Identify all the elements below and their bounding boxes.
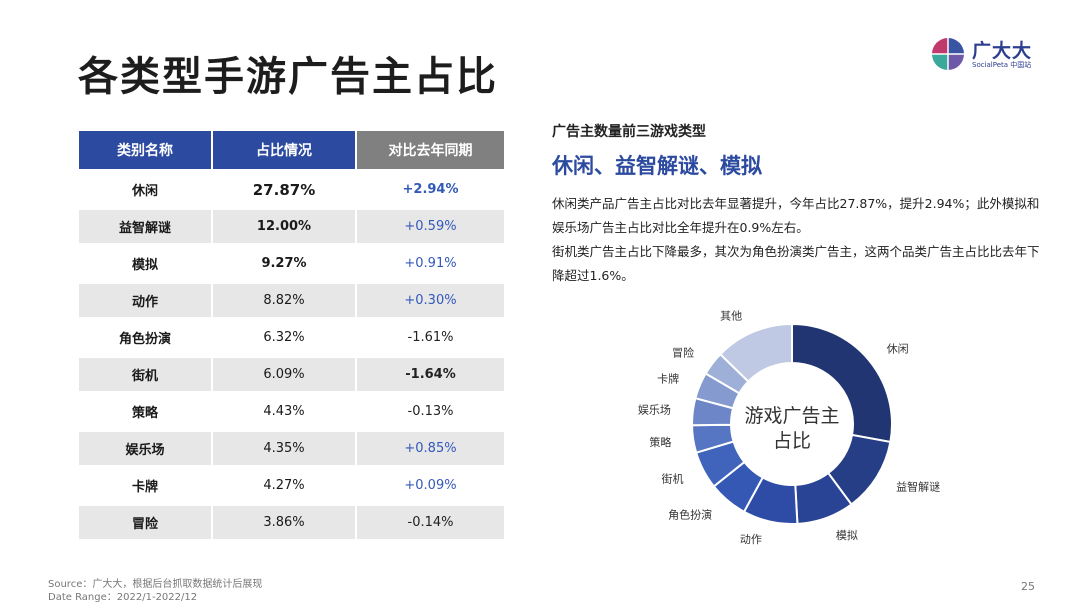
table-row: 休闲 27.87% +2.94% <box>79 173 504 206</box>
cell-share: 27.87% <box>213 173 357 206</box>
cell-share: 4.43% <box>213 395 357 428</box>
cell-category: 模拟 <box>79 247 213 280</box>
page-title: 各类型手游广告主占比 <box>78 54 498 100</box>
cell-category: 卡牌 <box>79 469 213 502</box>
page-number: 25 <box>1021 580 1035 593</box>
table-row: 街机 6.09% -1.64% <box>79 358 504 391</box>
cell-change: +0.30% <box>357 284 504 317</box>
cell-share: 3.86% <box>213 506 357 539</box>
col-header-yoy: 对比去年同期 <box>357 131 504 169</box>
cell-share: 6.09% <box>213 358 357 391</box>
cell-category: 休闲 <box>79 173 213 206</box>
cell-change: -1.64% <box>357 358 504 391</box>
cell-change: -1.61% <box>407 330 454 345</box>
donut-slice-label: 其他 <box>720 309 742 322</box>
cell-change: +0.09% <box>404 478 457 493</box>
table-row: 娱乐场 4.35% +0.85% <box>79 432 504 465</box>
insight-text: 休闲类产品广告主占比对比去年显著提升，今年占比27.87%，提升2.94%；此外… <box>552 192 1040 288</box>
donut-slice-label: 休闲 <box>887 341 909 355</box>
donut-slice-label: 动作 <box>740 533 762 546</box>
category-share-table: 类别名称 占比情况 对比去年同期 休闲 27.87% +2.94% 益智解谜 1… <box>79 127 504 543</box>
table-row: 动作 8.82% +0.30% <box>79 284 504 317</box>
cell-share: 12.00% <box>213 210 357 243</box>
cell-share: 4.27% <box>213 469 357 502</box>
donut-slice-label: 冒险 <box>672 346 694 360</box>
footer-source: Source：广大大，根据后台抓取数据统计后展现 <box>48 579 263 590</box>
col-header-category: 类别名称 <box>79 131 213 169</box>
table-row: 卡牌 4.27% +0.09% <box>79 469 504 502</box>
brand-logo: 广大大 SocialPeta 中国站 <box>930 36 1060 76</box>
insight-paragraph-2: 街机类广告主占比下降最多，其次为角色扮演类广告主，这两个品类广告主占比比去年下降… <box>552 244 1040 283</box>
brand-name: 广大大 <box>972 40 1033 62</box>
insight-paragraph-1: 休闲类产品广告主占比对比去年显著提升，今年占比27.87%，提升2.94%；此外… <box>552 196 1040 235</box>
donut-slice-label: 益智解谜 <box>896 479 940 493</box>
donut-slice <box>791 322 893 444</box>
table-header-row: 类别名称 占比情况 对比去年同期 <box>79 131 504 169</box>
donut-slice-label: 娱乐场 <box>638 402 671 416</box>
donut-slice-label: 角色扮演 <box>668 507 712 521</box>
cell-category: 街机 <box>79 358 213 391</box>
cell-change: -0.13% <box>407 404 454 419</box>
cell-change: -0.14% <box>357 506 504 539</box>
cell-change: +0.85% <box>357 432 504 465</box>
cell-category: 益智解谜 <box>79 210 213 243</box>
cell-share: 6.32% <box>213 321 357 354</box>
donut-slice-label: 模拟 <box>836 528 858 542</box>
cell-share: 4.35% <box>213 432 357 465</box>
table-row: 策略 4.43% -0.13% <box>79 395 504 428</box>
cell-category: 冒险 <box>79 506 213 539</box>
cell-category: 动作 <box>79 284 213 317</box>
table-row: 冒险 3.86% -0.14% <box>79 506 504 539</box>
cell-change: +2.94% <box>402 182 459 197</box>
donut-slice-label: 策略 <box>649 435 671 449</box>
table-row: 角色扮演 6.32% -1.61% <box>79 321 504 354</box>
donut-center-title-line1: 游戏广告主 <box>744 405 839 427</box>
donut-slices <box>690 322 893 525</box>
donut-slice-label: 街机 <box>661 472 683 486</box>
cell-share: 8.82% <box>213 284 357 317</box>
cell-share: 9.27% <box>213 247 357 280</box>
cell-category: 角色扮演 <box>79 321 213 354</box>
col-header-share: 占比情况 <box>213 131 357 169</box>
insight-heading: 休闲、益智解谜、模拟 <box>552 154 762 178</box>
cell-category: 策略 <box>79 395 213 428</box>
donut-center-title-line2: 占比 <box>773 430 811 452</box>
insight-subheading: 广告主数量前三游戏类型 <box>552 124 706 140</box>
footer-date-range: Date Range：2022/1-2022/12 <box>48 592 198 603</box>
table-row: 模拟 9.27% +0.91% <box>79 247 504 280</box>
brand-logo-icon <box>932 38 964 70</box>
brand-tagline: SocialPeta 中国站 <box>972 61 1032 69</box>
cell-change: +0.59% <box>357 210 504 243</box>
cell-change: +0.91% <box>404 256 457 271</box>
cell-category: 娱乐场 <box>79 432 213 465</box>
footer: Source：广大大，根据后台抓取数据统计后展现 Date Range：2022… <box>48 578 262 604</box>
donut-slice <box>718 322 793 383</box>
donut-slice-label: 卡牌 <box>657 372 679 386</box>
table-row: 益智解谜 12.00% +0.59% <box>79 210 504 243</box>
